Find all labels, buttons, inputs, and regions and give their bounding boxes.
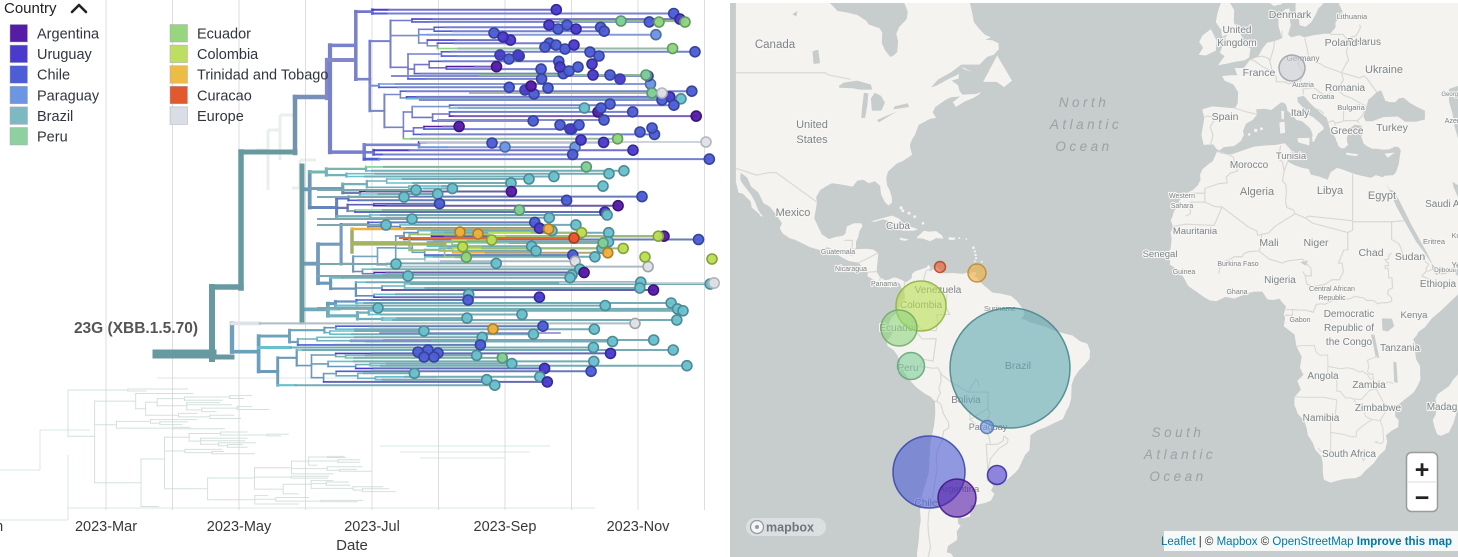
svg-text:United: United [1223,25,1252,36]
svg-text:Nicaragua: Nicaragua [835,266,867,273]
svg-text:Ye: Ye [1451,261,1458,270]
svg-text:23G (XBB.1.5.70): 23G (XBB.1.5.70) [74,320,198,337]
svg-text:Ukraine: Ukraine [1365,64,1403,76]
svg-text:Tunisia: Tunisia [1276,151,1307,162]
svg-text:Republic of: Republic of [1324,323,1374,334]
svg-text:Colombia: Colombia [197,47,259,63]
svg-text:Saudi Ar: Saudi Ar [1425,199,1458,210]
svg-text:Burkina Faso: Burkina Faso [1217,261,1258,268]
svg-text:Niger: Niger [1303,237,1329,249]
svg-text:Chad: Chad [1358,247,1383,259]
svg-text:Date: Date [336,537,368,554]
svg-text:Zambia: Zambia [1352,380,1386,391]
svg-text:+: + [1415,456,1430,484]
svg-text:Nigeria: Nigeria [1264,275,1296,286]
svg-text:Ethiopia: Ethiopia [1420,279,1457,290]
svg-text:Country: Country [4,0,57,17]
svg-text:the Congo: the Congo [1326,337,1373,348]
svg-text:Leaflet | © Mapbox © OpenStree: Leaflet | © Mapbox © OpenStreetMap Impro… [1161,536,1452,548]
svg-text:Poland: Poland [1325,37,1358,49]
svg-text:Chile: Chile [37,68,70,84]
svg-text:Ku: Ku [1452,233,1458,240]
svg-text:Central African: Central African [1309,286,1355,293]
svg-text:Libya: Libya [1317,185,1344,197]
svg-text:2023-Sep: 2023-Sep [474,519,537,535]
svg-text:Algeria: Algeria [1240,186,1275,198]
svg-text:United: United [796,119,828,131]
svg-text:South Africa: South Africa [1322,449,1376,460]
svg-text:South: South [1152,425,1205,440]
svg-text:Ocean: Ocean [1149,469,1206,484]
svg-text:Bulgaria: Bulgaria [1337,103,1365,112]
svg-text:Austria: Austria [1292,82,1314,89]
svg-text:Spain: Spain [1212,111,1239,123]
svg-text:Ecuador: Ecuador [197,27,251,43]
svg-text:Romania: Romania [1325,83,1365,94]
svg-text:Atlantic: Atlantic [1049,117,1122,132]
svg-text:North: North [1059,95,1110,110]
svg-text:Democratic: Democratic [1324,309,1375,320]
svg-text:Sahara: Sahara [1171,203,1194,210]
svg-text:Greece: Greece [1331,126,1364,137]
svg-text:Mali: Mali [1259,237,1278,249]
svg-text:Denmark: Denmark [1269,9,1312,21]
svg-text:Paraguay: Paraguay [37,88,100,104]
svg-text:Sudan: Sudan [1395,251,1426,263]
svg-text:Canada: Canada [755,39,796,51]
svg-text:Tanzania: Tanzania [1380,343,1420,354]
svg-text:Azer: Azer [1445,118,1458,125]
svg-text:Italy: Italy [1291,108,1309,119]
svg-text:Panama: Panama [871,281,897,288]
svg-text:Senegal: Senegal [1143,249,1178,260]
svg-text:Namibia: Namibia [1303,413,1340,424]
svg-text:Morocco: Morocco [1230,160,1269,171]
svg-text:Uruguay: Uruguay [37,47,93,63]
svg-text:Croatia: Croatia [1312,94,1335,101]
svg-text:Belarus: Belarus [1347,37,1381,48]
svg-text:Djibouti: Djibouti [1434,267,1456,274]
svg-text:Trinidad and Tobago: Trinidad and Tobago [197,68,328,84]
svg-text:Gabon: Gabon [1289,317,1310,324]
svg-text:2023-Jan: 2023-Jan [0,519,3,535]
svg-text:Kingdom: Kingdom [1217,38,1256,49]
svg-text:Argentina: Argentina [37,27,100,43]
svg-text:Angola: Angola [1307,371,1339,382]
svg-text:Europe: Europe [197,109,244,125]
svg-text:Guinea: Guinea [1173,269,1196,276]
svg-text:2023-Mar: 2023-Mar [75,519,137,535]
svg-text:2023-May: 2023-May [207,519,272,535]
svg-text:Kenya: Kenya [1401,310,1429,321]
svg-text:Mexico: Mexico [776,207,811,219]
svg-text:Cuba: Cuba [886,221,910,232]
svg-text:Georgia: Georgia [1441,92,1458,98]
svg-text:France: France [1243,67,1276,79]
svg-text:2023-Nov: 2023-Nov [607,519,671,535]
svg-text:Brazil: Brazil [37,109,73,125]
svg-text:Eritrea: Eritrea [1423,237,1446,246]
svg-text:Guatemala: Guatemala [821,249,855,256]
svg-text:States: States [796,134,828,146]
svg-text:Turkey: Turkey [1376,122,1408,134]
svg-text:Curacao: Curacao [197,88,252,104]
svg-text:Peru: Peru [37,130,68,146]
svg-text:2023-Jul: 2023-Jul [344,519,400,535]
svg-text:Republic: Republic [1318,295,1346,302]
svg-text:Germany: Germany [1287,54,1320,63]
svg-text:Western: Western [1169,193,1195,200]
svg-text:Mauritania: Mauritania [1173,226,1218,237]
svg-text:Ghana: Ghana [1226,289,1247,296]
svg-text:Zimbabwe: Zimbabwe [1355,403,1402,414]
svg-text:Atlantic: Atlantic [1143,447,1216,462]
svg-text:Ocean: Ocean [1055,139,1112,154]
svg-text:Madag: Madag [1427,402,1458,413]
svg-text:mapbox: mapbox [766,521,814,535]
svg-text:Egypt: Egypt [1368,190,1396,202]
svg-text:−: − [1415,484,1430,512]
svg-text:Lithuania: Lithuania [1337,12,1368,21]
